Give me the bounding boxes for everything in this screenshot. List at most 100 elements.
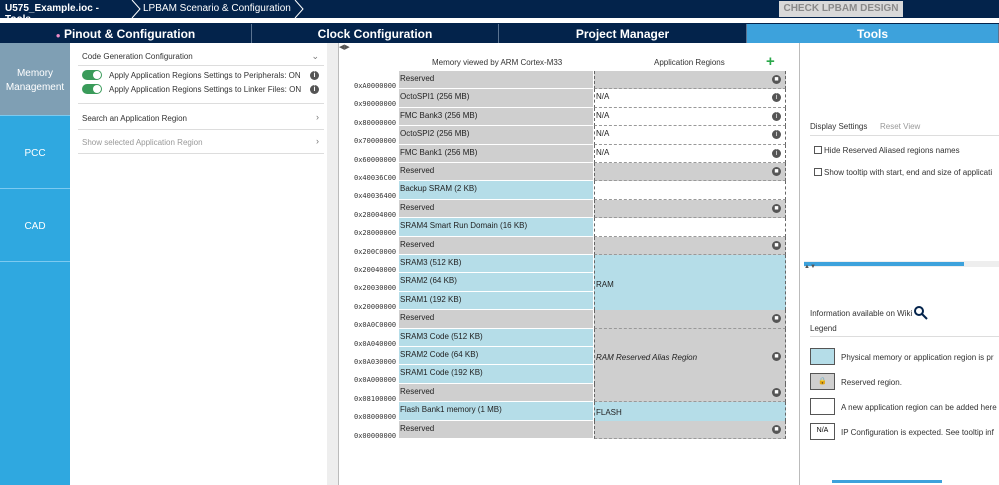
info-icon[interactable]: i — [310, 71, 319, 80]
collapse-arrows-icon[interactable]: ◀▶ — [339, 44, 350, 51]
application-region-cell[interactable] — [594, 181, 786, 200]
memory-region-row[interactable]: OctoSPI1 (256 MB) — [399, 89, 593, 108]
memory-address: 0x20030000 — [354, 284, 397, 293]
info-icon[interactable]: i — [772, 148, 781, 158]
scrollbar-thumb[interactable] — [832, 480, 942, 483]
memory-region-row[interactable]: FMC Bank1 (256 MB) — [399, 144, 593, 163]
lock-icon: ■ — [772, 203, 781, 213]
tab-display-settings[interactable]: Display Settings — [810, 122, 868, 131]
info-icon[interactable]: i — [772, 93, 781, 103]
divider — [78, 103, 324, 104]
memory-region-row[interactable]: SRAM1 (192 KB) — [399, 291, 593, 311]
show-tooltip-checkbox[interactable] — [814, 168, 822, 176]
chevron-down-icon[interactable]: ⌄ — [311, 51, 319, 61]
legend-physical-label: Physical memory or application region is… — [841, 353, 994, 362]
display-settings-panel: Display Settings Reset View Hide Reserve… — [804, 43, 999, 485]
memory-region-row[interactable]: Flash Bank1 memory (1 MB) — [399, 402, 593, 421]
memory-address: 0xA0000000 — [354, 82, 397, 90]
tab-project-manager[interactable]: Project Manager — [499, 24, 747, 43]
info-icon[interactable]: i — [772, 130, 781, 140]
application-region-cell[interactable] — [594, 218, 786, 237]
application-region-cell[interactable]: N/A — [594, 107, 786, 127]
memory-region-row[interactable]: SRAM2 (64 KB) — [399, 273, 593, 292]
scrollbar-thumb[interactable] — [804, 262, 964, 266]
application-region-ram-reserved-alias-region[interactable]: RAM Reserved Alias Region — [594, 328, 786, 384]
breadcrumb-file[interactable]: U575_Example.ioc - Tools — [5, 3, 99, 25]
memory-region-row[interactable]: SRAM2 Code (64 KB) — [399, 347, 593, 366]
memory-region-row[interactable]: Reserved — [399, 420, 593, 439]
show-tooltip-label: Show tooltip with start, end and size of… — [824, 168, 993, 177]
divider — [0, 115, 70, 116]
memory-region-row[interactable]: SRAM4 Smart Run Domain (16 KB) — [399, 218, 593, 237]
memory-address: 0x0A0C0000 — [354, 321, 397, 330]
sidenav-memory-management[interactable]: Memory Management — [0, 43, 70, 115]
chevron-right-icon — [294, 0, 304, 18]
info-icon[interactable]: i — [310, 85, 319, 94]
legend-na-label: IP Configuration is expected. See toolti… — [841, 428, 994, 437]
memory-region-row[interactable]: Reserved — [399, 163, 593, 182]
memory-region-row[interactable]: OctoSPI2 (256 MB) — [399, 126, 593, 145]
memory-region-row[interactable]: Reserved — [399, 310, 593, 329]
application-region-cell[interactable]: N/A — [594, 144, 786, 163]
tab-reset-view[interactable]: Reset View — [880, 122, 921, 131]
tab-pinout[interactable]: ● Pinout & Configuration — [0, 24, 252, 43]
tab-tools[interactable]: Tools — [747, 24, 999, 43]
collapse-arrows-icon[interactable]: ▲▼ — [804, 264, 816, 270]
application-region-cell[interactable] — [594, 383, 786, 403]
memory-region-row[interactable]: SRAM3 Code (512 KB) — [399, 328, 593, 347]
memory-region-row[interactable]: SRAM3 (512 KB) — [399, 255, 593, 274]
memory-header: Memory viewed by ARM Cortex-M33 — [432, 58, 563, 67]
side-nav: Memory Management PCC CAD — [0, 43, 70, 485]
legend-new-region-label: A new application region can be added he… — [841, 403, 997, 412]
memory-address: 0x28004000 — [354, 210, 397, 219]
legend-new-region-box — [810, 398, 835, 415]
memory-region-row[interactable]: Backup SRAM (2 KB) — [399, 181, 593, 200]
memory-region-row[interactable]: Reserved — [399, 383, 593, 403]
title-bar: U575_Example.ioc - Tools LPBAM Scenario … — [0, 0, 999, 25]
divider — [78, 153, 324, 154]
check-lpbam-design-button[interactable]: CHECK LPBAM DESIGN — [779, 1, 903, 17]
memory-region-row[interactable]: Reserved — [399, 236, 593, 255]
lock-icon: ■ — [772, 314, 781, 324]
search-application-region[interactable]: Search an Application Region — [82, 114, 187, 123]
chevron-right-icon[interactable]: › — [316, 112, 319, 122]
splitter[interactable] — [327, 43, 338, 485]
hide-reserved-checkbox[interactable] — [814, 146, 822, 154]
legend-title: Legend — [810, 324, 837, 333]
add-region-icon[interactable]: + — [766, 53, 775, 70]
application-region-ram[interactable]: RAM — [594, 255, 786, 311]
memory-region-row[interactable]: Reserved — [399, 71, 593, 90]
application-region-cell[interactable]: N/A — [594, 89, 786, 108]
application-region-flash[interactable]: FLASH — [594, 402, 786, 421]
bullet-icon: ● — [55, 31, 61, 40]
lock-icon: 🔒 — [810, 373, 835, 390]
application-region-cell[interactable] — [594, 199, 786, 219]
application-region-cell[interactable] — [594, 310, 786, 329]
horizontal-scrollbar[interactable] — [804, 261, 999, 267]
memory-region-row[interactable]: FMC Bank3 (256 MB) — [399, 107, 593, 127]
memory-address: 0x0A030000 — [354, 358, 397, 366]
show-selected-application-region[interactable]: Show selected Application Region — [82, 138, 203, 147]
sidenav-cad[interactable]: CAD — [24, 221, 46, 232]
application-region-cell[interactable] — [594, 420, 786, 439]
lock-icon: ■ — [772, 240, 781, 250]
tab-clock[interactable]: Clock Configuration — [252, 24, 499, 43]
toggle-peripherals[interactable] — [82, 70, 102, 80]
chevron-right-icon[interactable]: › — [316, 136, 319, 146]
memory-address: 0x40036C00 — [354, 174, 397, 182]
sidenav-pcc[interactable]: PCC — [24, 148, 46, 159]
search-icon[interactable] — [913, 305, 928, 320]
info-icon[interactable]: i — [772, 111, 781, 121]
lock-icon: ■ — [772, 387, 781, 397]
memory-region-row[interactable]: SRAM1 Code (192 KB) — [399, 365, 593, 384]
application-region-cell[interactable] — [594, 71, 786, 90]
application-region-cell[interactable] — [594, 163, 786, 182]
memory-region-row[interactable]: Reserved — [399, 199, 593, 219]
application-region-cell[interactable]: N/A — [594, 126, 786, 145]
code-generation-title[interactable]: Code Generation Configuration — [82, 52, 193, 61]
breadcrumb-section[interactable]: LPBAM Scenario & Configuration — [143, 3, 291, 14]
application-region-cell[interactable] — [594, 236, 786, 255]
chevron-right-icon — [131, 0, 141, 18]
toggle-linker-files[interactable] — [82, 84, 102, 94]
divider — [78, 65, 324, 66]
